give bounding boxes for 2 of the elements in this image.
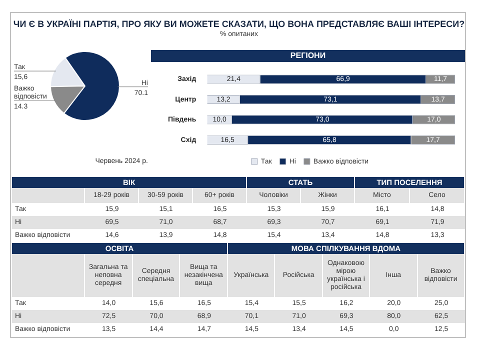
chart-title: РЕГІОНИ [151,50,465,62]
text: ЧИ Є В УКРАЇНІ ПАРТІЯ, ПРО ЯКУ ВИ МОЖЕТЕ СКАЗАТИ, ЩО ВОНА ПРЕДСТАВЛЯЄ ВАШІ ІНТЕРЕСИ? [12,19,466,29]
